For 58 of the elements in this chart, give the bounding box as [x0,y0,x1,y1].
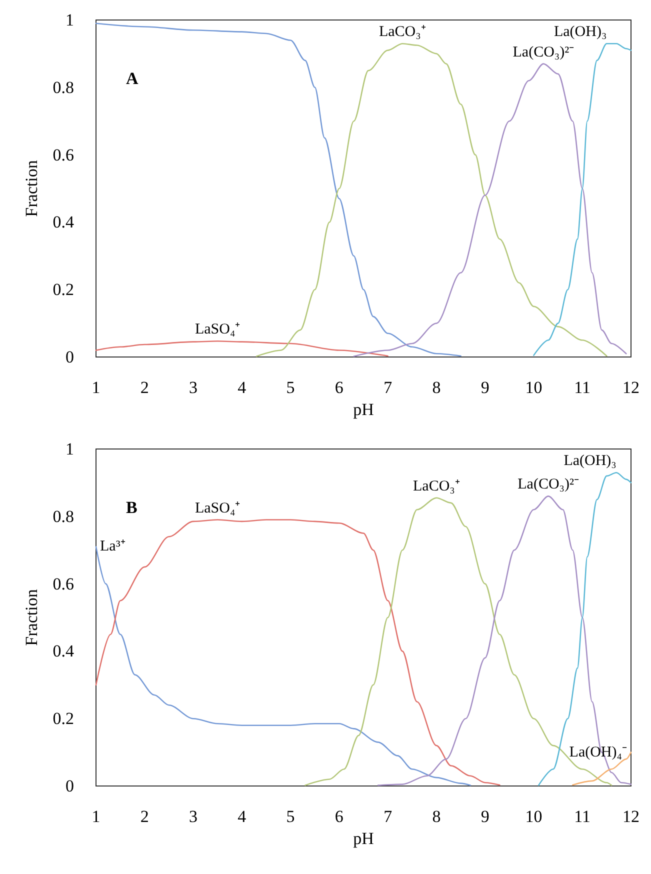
x-tick-label: 5 [286,807,295,826]
y-axis-title: Fraction [22,588,41,646]
series-label: LaSO₄⁺ [194,322,240,338]
x-tick-label: 6 [334,807,344,826]
series-label: La(CO₃)²⁻ [518,476,580,493]
x-tick-label: 3 [189,807,198,826]
series-label: LaCO₃⁺ [378,24,426,40]
y-tick-label: 0.4 [52,212,74,232]
y-tick-label: 0.2 [52,280,74,300]
x-tick-label: 12 [622,378,640,397]
x-tick-label: 1 [92,807,100,826]
line-series [95,340,388,357]
x-tick-label: 10 [525,378,542,397]
series-label: LaSO₄⁺ [194,500,240,516]
x-tick-label: 1 [92,378,100,397]
x-axis-title: pH [353,829,374,848]
x-tick-label: 9 [480,378,490,397]
line-series [95,519,500,786]
series-label: La(OH)₄⁻ [569,744,627,760]
line-series [353,63,627,357]
y-tick-label: 0 [66,776,74,796]
x-tick-label: 7 [384,807,393,826]
y-tick-label: 0.4 [52,642,74,661]
series-label: LaCO₃⁺ [413,478,460,494]
series-label: La(OH)₃ [554,24,607,40]
y-tick-label: 1 [66,440,74,458]
y-tick-label: 0.2 [52,709,74,728]
annotation: B [126,498,138,517]
x-tick-label: 11 [574,378,591,397]
x-tick-label: 5 [286,378,295,397]
x-tick-label: 4 [238,378,247,397]
y-tick-label: 0.8 [52,506,74,526]
y-tick-label: 1 [66,10,74,30]
x-tick-label: 8 [432,807,441,826]
series-label: La(CO₃)²⁻ [512,44,574,60]
x-tick-label: 7 [384,378,393,397]
x-tick-label: 2 [140,378,149,397]
x-tick-label: 12 [622,807,640,826]
series-label: La(OH)₃ [564,453,616,470]
y-axis-title: Fraction [22,160,41,217]
annotation: A [126,69,139,88]
x-tick-label: 8 [432,378,441,397]
x-tick-label: 11 [574,807,591,826]
x-tick-label: 10 [525,807,542,826]
line-series [95,22,462,357]
x-tick-label: 4 [238,807,247,826]
line-series [256,42,608,357]
y-tick-label: 0.8 [52,78,74,97]
x-tick-label: 3 [189,378,198,397]
x-tick-label: 6 [334,378,344,397]
y-tick-label: 0 [66,348,74,366]
y-tick-label: 0.6 [52,145,74,164]
series-label: La³⁺ [100,538,126,555]
x-axis-title: pH [353,400,374,419]
y-tick-label: 0.6 [52,574,74,594]
line-series [377,496,632,786]
x-tick-label: 2 [140,807,149,826]
x-tick-label: 9 [480,807,490,826]
